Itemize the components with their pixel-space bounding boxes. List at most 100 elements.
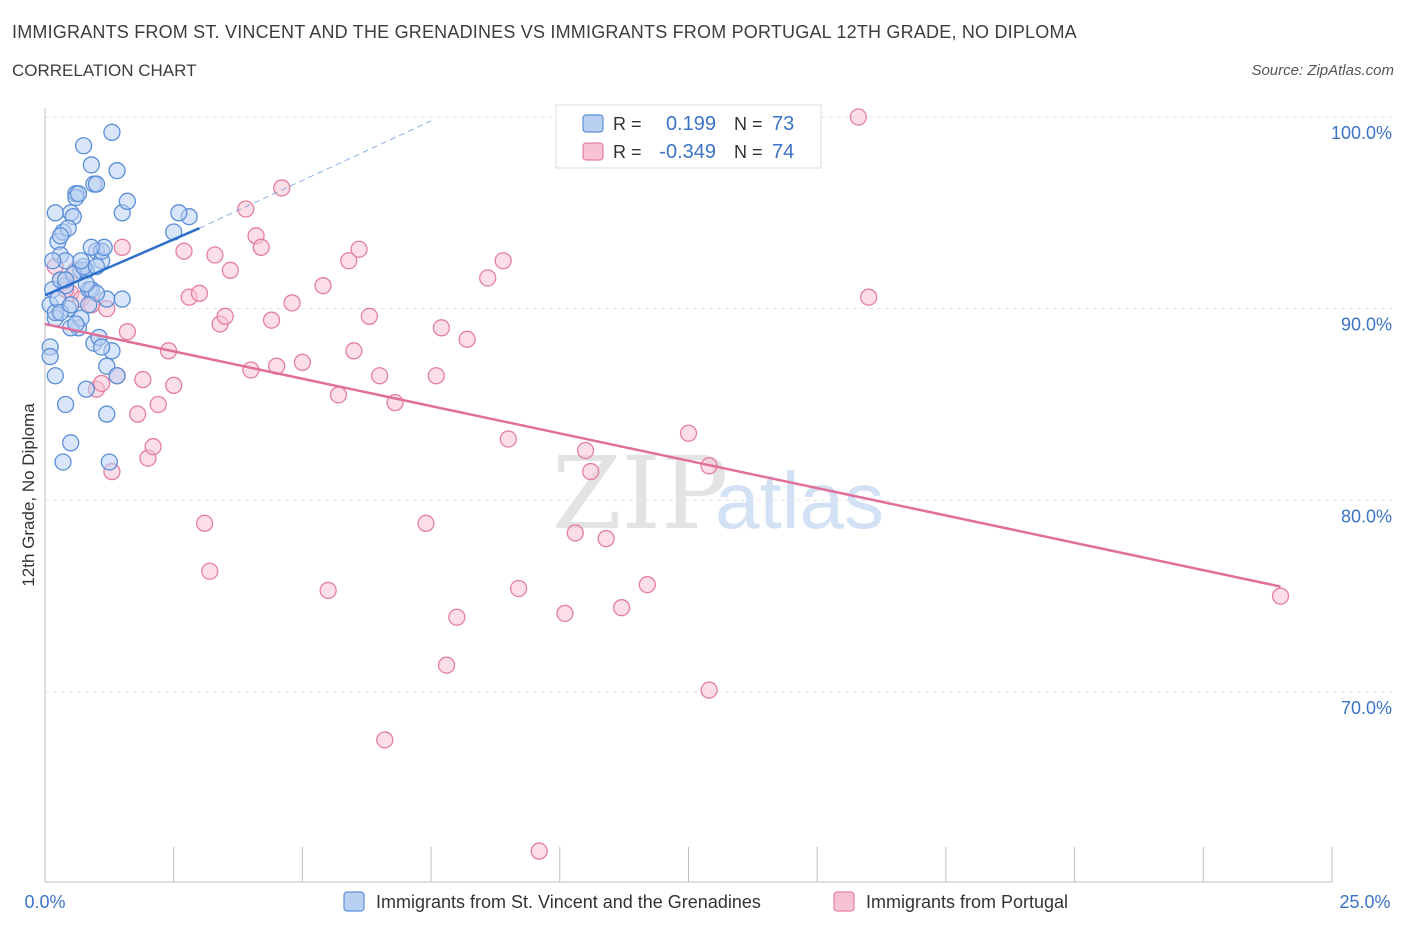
portugal-point: [432, 319, 451, 337]
st-vincent-point: [67, 315, 85, 333]
series-st-vincent-points: [41, 123, 198, 471]
legend-box: R = 0.199 N = 73 R = -0.349 N = 74: [555, 104, 822, 169]
grid: [45, 116, 1392, 693]
st-vincent-point: [118, 192, 137, 210]
portugal-point: [92, 374, 111, 393]
st-vincent-point: [72, 252, 90, 270]
series-legend: Immigrants from St. Vincent and the Gren…: [343, 891, 1068, 912]
y-tick-label: 90.0%: [1341, 315, 1392, 335]
portugal-point: [370, 367, 389, 385]
portugal-point: [700, 681, 718, 699]
chart-title: IMMIGRANTS FROM ST. VINCENT AND THE GREN…: [12, 22, 1077, 42]
series-legend-swatch-blue: [343, 891, 365, 912]
y-tick-label: 70.0%: [1341, 698, 1392, 718]
st-vincent-point: [87, 175, 106, 193]
portugal-point: [149, 395, 167, 414]
st-vincent-point: [170, 204, 188, 222]
st-vincent-point: [108, 367, 126, 385]
portugal-point: [1271, 587, 1290, 605]
portugal-point: [350, 240, 368, 258]
portugal-point: [576, 441, 595, 460]
portugal-point: [479, 269, 497, 287]
trend-line-st-vincent: [44, 227, 200, 297]
x-tick-marks: [173, 847, 1333, 882]
st-vincent-point: [62, 434, 80, 452]
portugal-point: [679, 424, 698, 442]
portugal-point: [175, 242, 193, 260]
portugal-point: [566, 524, 584, 542]
y-axis-label: 12th Grade, No Diploma: [19, 403, 38, 587]
portugal-point: [530, 842, 548, 860]
legend-r-value-pink: -0.349: [659, 141, 716, 163]
y-tick-label: 100.0%: [1331, 123, 1392, 143]
st-vincent-point: [56, 395, 75, 414]
st-vincent-point: [46, 204, 64, 222]
portugal-point: [499, 430, 517, 448]
st-vincent-point: [108, 162, 126, 180]
portugal-point: [849, 108, 868, 126]
portugal-point: [556, 604, 574, 623]
st-vincent-point: [54, 453, 72, 471]
legend-r-value-blue: 0.199: [666, 113, 716, 135]
legend-n-label: N =: [734, 142, 763, 162]
legend-n-value-pink: 74: [772, 141, 794, 163]
portugal-point: [190, 284, 209, 302]
st-vincent-point: [41, 347, 59, 366]
portugal-point: [494, 252, 512, 270]
st-vincent-point: [69, 185, 88, 203]
st-vincent-point: [92, 338, 111, 356]
portugal-point: [597, 530, 615, 548]
portugal-point: [319, 581, 337, 600]
st-vincent-point: [77, 380, 95, 398]
portugal-point: [195, 514, 214, 532]
chart-subtitle: CORRELATION CHART: [12, 61, 197, 80]
portugal-point: [345, 342, 363, 360]
st-vincent-point: [98, 405, 116, 423]
st-vincent-point: [103, 123, 121, 141]
st-vincent-point: [46, 367, 64, 385]
legend-n-value-blue: 73: [772, 113, 794, 135]
portugal-point: [437, 656, 456, 674]
portugal-point: [165, 376, 183, 394]
portugal-point: [144, 438, 162, 456]
portugal-point: [340, 252, 358, 270]
portugal-point: [638, 576, 656, 594]
portugal-point: [216, 307, 234, 325]
portugal-point: [118, 323, 137, 341]
st-vincent-point: [82, 238, 100, 256]
portugal-point: [612, 599, 631, 617]
st-vincent-point: [62, 296, 80, 314]
legend-r-label: R =: [613, 114, 642, 134]
y-tick-label: 80.0%: [1341, 506, 1392, 526]
portugal-point: [360, 307, 378, 325]
x-tick-label-min: 0.0%: [24, 892, 65, 912]
series-legend-label-blue: Immigrants from St. Vincent and the Gren…: [376, 892, 761, 912]
trend-line-portugal: [44, 322, 1281, 588]
portugal-point: [283, 294, 301, 312]
portugal-point: [417, 514, 435, 532]
portugal-point: [134, 370, 152, 389]
portugal-point: [206, 246, 224, 264]
st-vincent-point: [82, 156, 100, 174]
portugal-point: [262, 311, 281, 329]
series-legend-swatch-pink: [833, 891, 855, 912]
st-vincent-point: [74, 137, 93, 155]
portugal-point: [129, 405, 147, 423]
st-vincent-point: [80, 296, 98, 314]
source-label: Source: ZipAtlas.com: [1251, 62, 1394, 79]
portugal-point: [329, 386, 348, 404]
y-tick-labels: 70.0% 80.0% 90.0% 100.0%: [1331, 123, 1392, 718]
trend-lines: [44, 120, 1281, 588]
legend-swatch-blue: [582, 114, 604, 133]
portugal-point: [376, 731, 394, 749]
portugal-point: [113, 238, 131, 256]
st-vincent-point: [100, 453, 118, 471]
portugal-point: [509, 579, 528, 598]
portugal-point: [314, 277, 332, 295]
st-vincent-point: [113, 290, 131, 308]
x-tick-label-max: 25.0%: [1339, 892, 1390, 912]
portugal-point: [448, 608, 466, 626]
portugal-point: [458, 330, 476, 348]
portugal-point: [252, 238, 270, 256]
portugal-point: [273, 179, 291, 197]
